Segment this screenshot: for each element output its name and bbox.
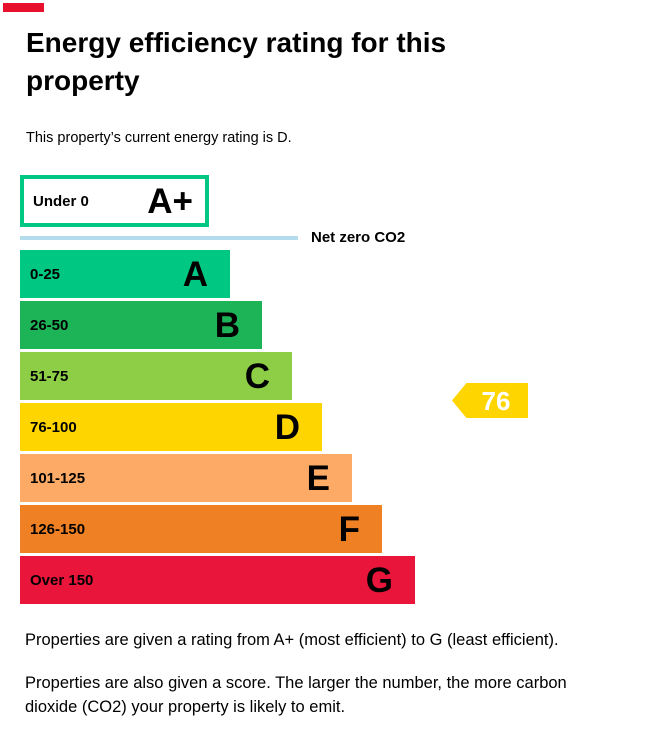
band-a: 0-25 A (20, 250, 230, 298)
score-explanation-line2: dioxide (CO2) your property is likely to… (25, 698, 346, 716)
band-e: 101-125 E (20, 454, 352, 502)
current-rating-text: This property’s current energy rating is… (26, 130, 292, 146)
band-e-range: 101-125 (30, 469, 86, 487)
net-zero-line (20, 236, 298, 240)
band-c-letter: C (244, 356, 270, 396)
page-title: Energy efficiency rating for this proper… (26, 24, 446, 100)
band-g-letter: G (365, 560, 393, 600)
band-f-range: 126-150 (30, 520, 86, 538)
band-g-range: Over 150 (30, 571, 94, 589)
band-f: 126-150 F (20, 505, 382, 553)
band-c-range: 51-75 (30, 367, 69, 385)
band-a-plus: Under 0 A+ (20, 175, 209, 227)
net-zero-label: Net zero CO2 (311, 229, 406, 246)
band-b: 26-50 B (20, 301, 262, 349)
score-explanation-text: Properties are also given a score. The l… (25, 671, 567, 719)
band-a-plus-range: Under 0 (33, 192, 89, 210)
page-title-line2: property (26, 65, 140, 96)
page-title-line1: Energy efficiency rating for this (26, 27, 447, 58)
band-c: 51-75 C (20, 352, 292, 400)
band-g: Over 150 G (20, 556, 415, 604)
score-explanation-line1: Properties are also given a score. The l… (25, 674, 567, 692)
energy-rating-chart: Under 0 A+ Net zero CO2 0-25 A 26-50 B 5… (20, 175, 647, 607)
band-d: 76-100 D (20, 403, 322, 451)
current-score-value: 76 (481, 385, 511, 416)
band-f-letter: F (338, 509, 360, 549)
band-d-range: 76-100 (30, 418, 77, 436)
band-a-plus-letter: A+ (147, 181, 193, 221)
band-a-range: 0-25 (30, 265, 61, 283)
current-score-pointer: 76 (452, 383, 528, 418)
band-a-letter: A (182, 254, 208, 294)
band-d-letter: D (274, 407, 300, 447)
rating-explanation-text: Properties are given a rating from A+ (m… (25, 631, 559, 649)
rating-bands: 0-25 A 26-50 B 51-75 C 76-100 D 101-125 … (20, 250, 415, 607)
band-e-letter: E (306, 458, 330, 498)
band-b-letter: B (214, 305, 240, 345)
red-marker (3, 3, 44, 12)
band-b-range: 26-50 (30, 316, 69, 334)
